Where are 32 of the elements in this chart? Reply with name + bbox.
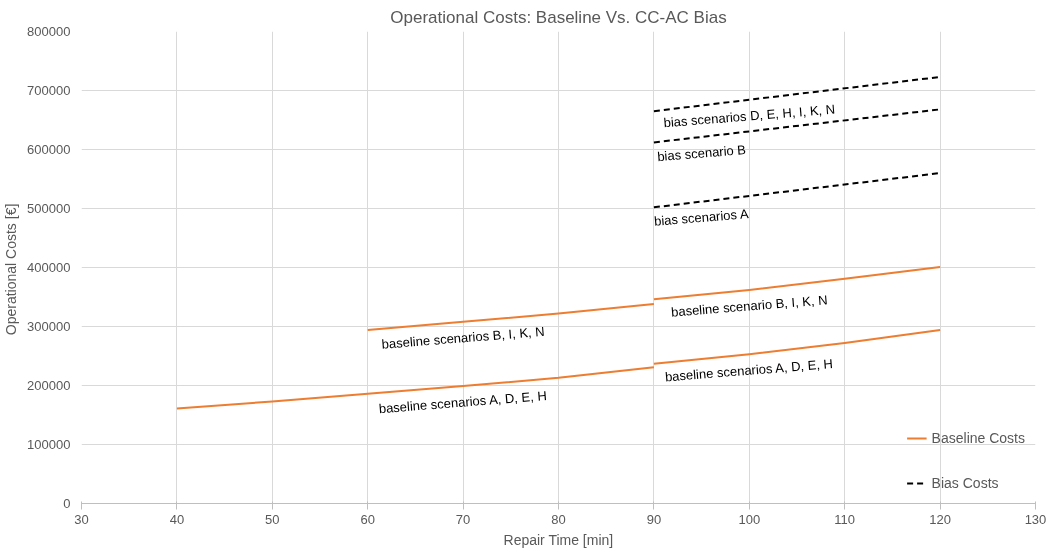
annotation: bias scenarios A — [653, 206, 750, 229]
x-tick-label: 50 — [265, 511, 280, 527]
x-tick-label: 80 — [551, 511, 566, 527]
annotation: bias scenarios D, E, H, I, K, N — [663, 101, 836, 131]
x-axis-title: Repair Time [min] — [503, 531, 614, 548]
y-tick-label: 700000 — [27, 83, 71, 98]
y-tick-label: 600000 — [27, 142, 71, 157]
annotation: bias scenario B — [656, 142, 747, 165]
x-tick-label: 40 — [169, 511, 185, 527]
x-tick-label: 100 — [738, 511, 761, 527]
y-axis-title: Operational Costs [€] — [3, 203, 20, 336]
x-tick-label: 70 — [455, 511, 471, 527]
y-tick-label: 400000 — [27, 260, 71, 275]
x-tick-label: 130 — [1024, 511, 1047, 527]
annotation: baseline scenarios A, D, E, H — [378, 387, 548, 417]
x-tick-label: 30 — [74, 511, 89, 527]
x-tick-label: 60 — [360, 511, 375, 527]
chart-title: Operational Costs: Baseline Vs. CC-AC Bias — [390, 7, 727, 27]
y-tick-label: 0 — [63, 496, 71, 511]
legend-label: Bias Costs — [931, 475, 999, 491]
y-tick-label: 200000 — [27, 378, 71, 393]
y-tick-label: 100000 — [27, 437, 71, 452]
y-tick-label: 500000 — [27, 201, 71, 216]
x-tick-label: 90 — [646, 511, 662, 527]
annotation: baseline scenarios A, D, E, H — [664, 356, 834, 385]
y-tick-label: 800000 — [27, 24, 71, 39]
x-tick-label: 110 — [834, 511, 856, 527]
legend-label: Baseline Costs — [931, 430, 1025, 446]
x-tick-label: 120 — [929, 511, 951, 527]
annotation: baseline scenarios B, I, K, N — [381, 323, 546, 352]
y-tick-label: 300000 — [27, 319, 71, 334]
annotation: baseline scenario B, I, K, N — [670, 292, 829, 320]
